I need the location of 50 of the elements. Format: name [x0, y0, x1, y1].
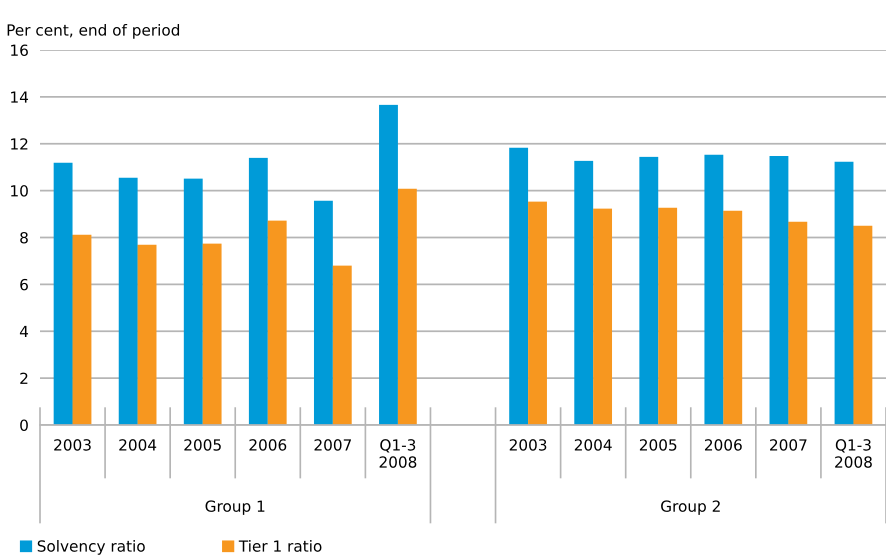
bar [509, 148, 528, 425]
text: Group 1 [206, 500, 264, 515]
bar [72, 234, 92, 425]
x-tick-label: Q1-3 2008 [835, 439, 872, 468]
bar [268, 220, 287, 425]
y-tick-label: 16 [11, 44, 28, 56]
y-tick-label: 0 [20, 419, 28, 432]
bar [314, 200, 333, 425]
bar [138, 244, 156, 425]
x-tick-label: 2004 [119, 439, 156, 451]
y-tick-label: 6 [20, 278, 28, 290]
y-tick-label: 14 [11, 92, 28, 103]
x-tick-label: Q1-3 2008 [380, 439, 416, 468]
x-tick-label: 2005 [184, 439, 221, 451]
bar [202, 244, 222, 425]
y-tick-label: 12 [11, 138, 28, 150]
legend-label: Solvency ratio [38, 540, 145, 555]
x-tick-label: 2005 [640, 439, 676, 451]
bar [593, 208, 612, 425]
bar [528, 202, 547, 425]
bar [853, 226, 872, 425]
bar [54, 162, 73, 425]
x-tick-label: 2006 [704, 439, 742, 451]
bar [723, 210, 742, 425]
bar [574, 160, 594, 425]
bar [184, 178, 203, 425]
legend-label: Tier 1 ratio [238, 540, 322, 552]
bar [118, 178, 138, 425]
y-tick-label: 10 [11, 185, 28, 197]
bar [332, 266, 352, 425]
bar [834, 162, 854, 425]
bar [704, 154, 724, 425]
bar [379, 104, 398, 425]
bar [658, 208, 678, 425]
y-tick-label: 2 [20, 372, 28, 384]
bar [770, 156, 788, 425]
x-tick-label: 2006 [249, 439, 286, 451]
x-tick-label: 2004 [574, 439, 612, 451]
x-tick-label: 2003 [54, 439, 91, 451]
bar [248, 158, 268, 425]
x-tick-label: 2007 [770, 439, 807, 451]
bar [398, 188, 417, 425]
y-axis-title: Per cent, end of period [8, 24, 180, 39]
y-tick-label: 8 [20, 232, 28, 244]
x-tick-label: 2003 [510, 439, 546, 451]
x-tick-label: 2007 [314, 439, 351, 451]
text: Group 2 [661, 500, 720, 515]
y-tick-label: 4 [20, 326, 28, 338]
bar [788, 222, 808, 425]
bar [639, 156, 658, 425]
